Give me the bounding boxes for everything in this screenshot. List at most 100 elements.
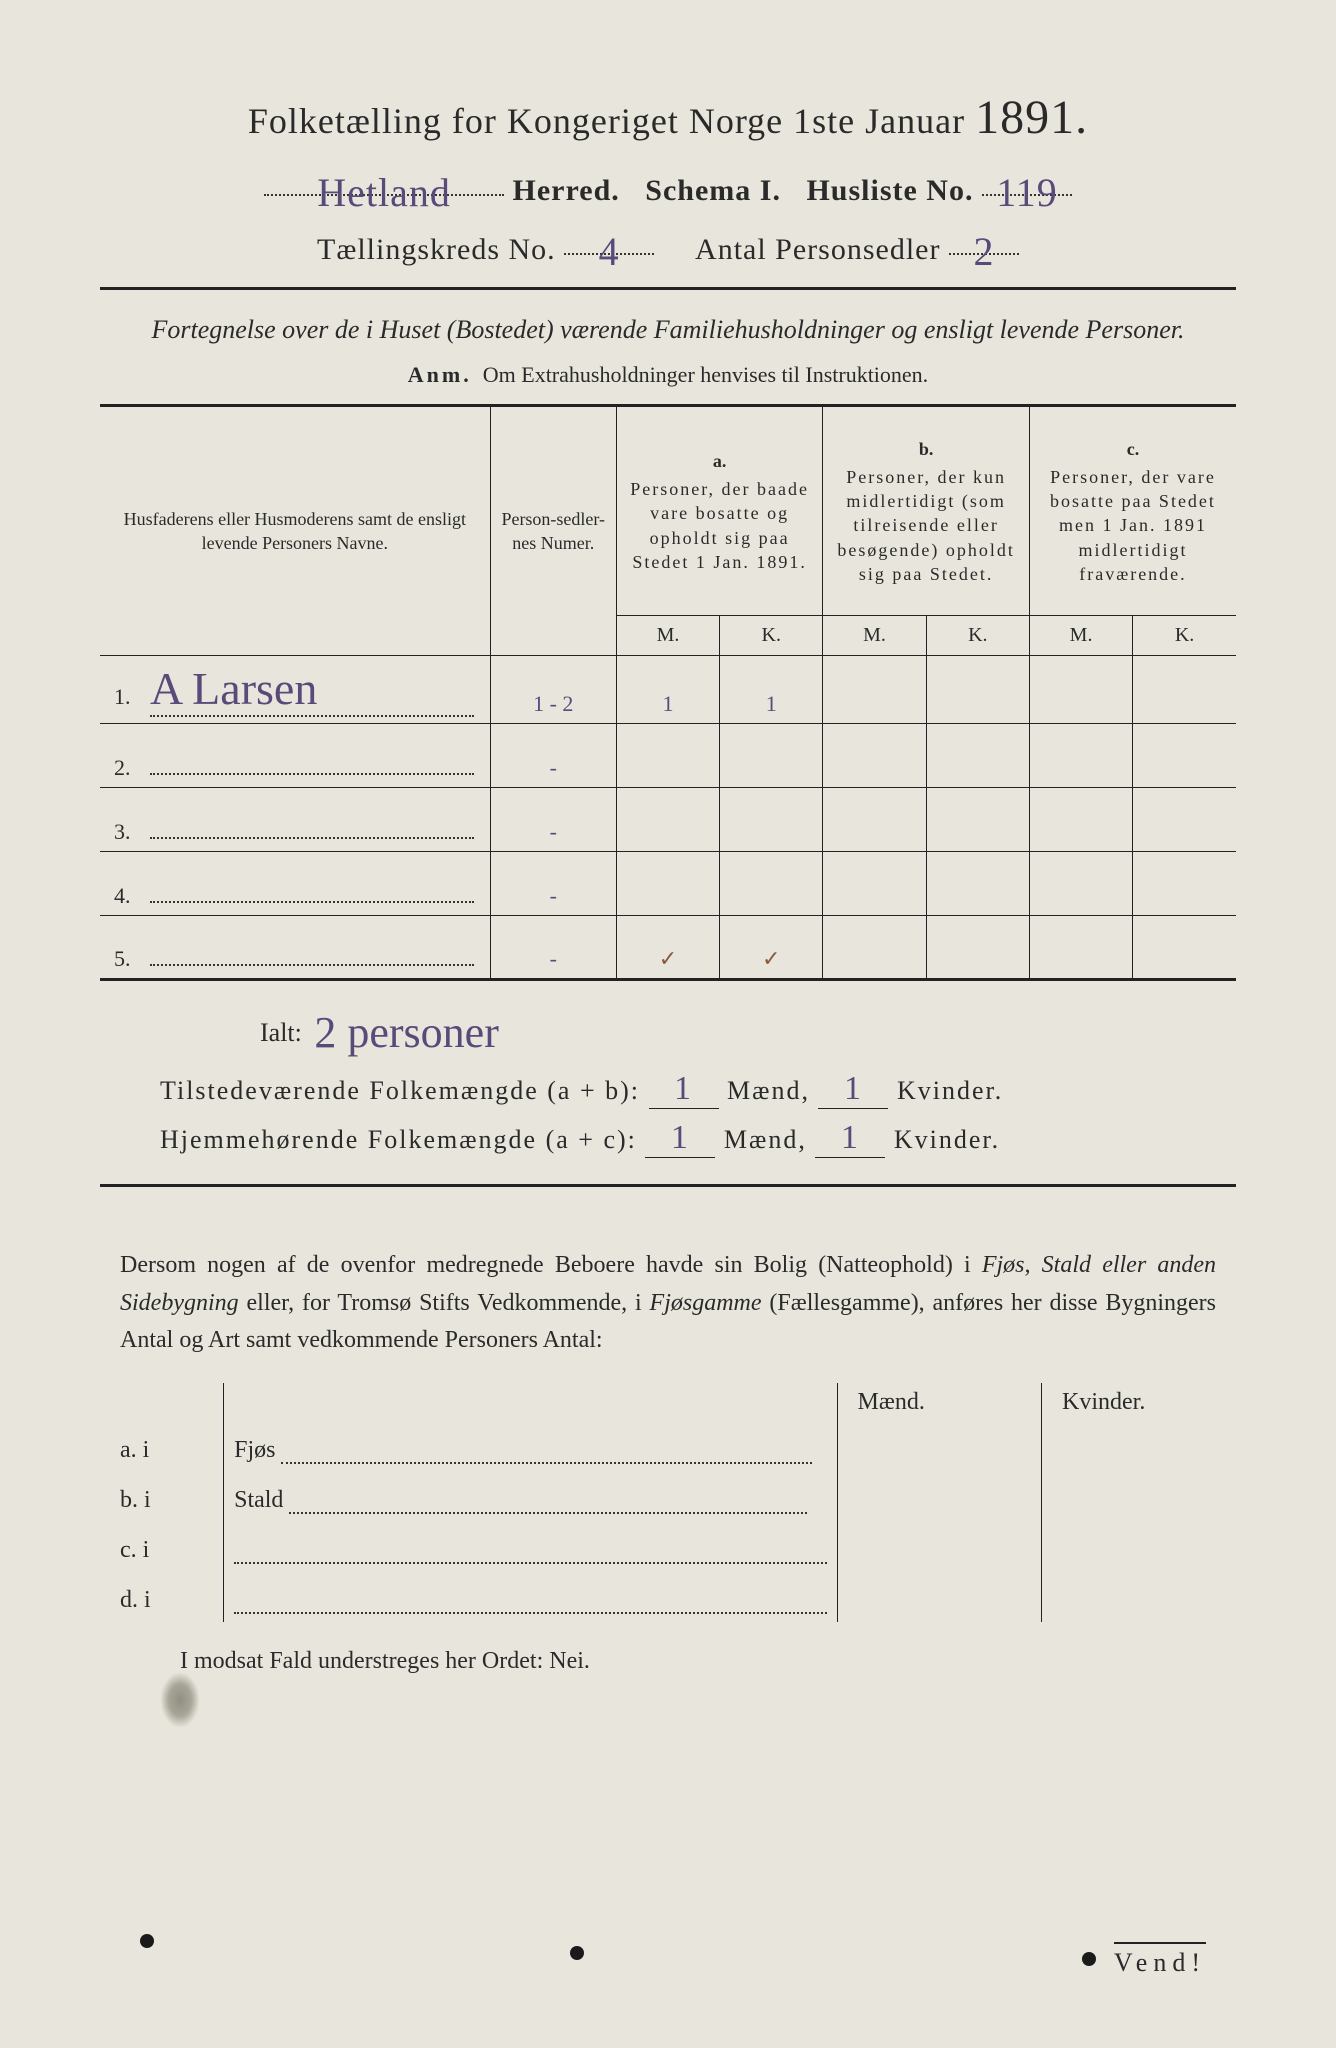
name-cell: 3. — [100, 788, 490, 852]
b-k-cell — [926, 724, 1029, 788]
b-k-cell — [926, 852, 1029, 916]
b-k-cell — [926, 788, 1029, 852]
sum1-m-label: Mænd, — [727, 1076, 810, 1105]
anm-label: Anm. — [408, 362, 472, 387]
sum2-k-label: Kvinder. — [894, 1125, 1000, 1154]
sum-home: Hjemmehørende Folkemængde (a + c): 1 Mæn… — [160, 1119, 1236, 1158]
outbuilding-row: c. i — [110, 1522, 1246, 1572]
ialt-label: Ialt: — [260, 1018, 302, 1047]
name-cell: 4. — [100, 852, 490, 916]
schema-label: Schema I. — [645, 174, 781, 207]
row-k — [1042, 1522, 1246, 1572]
ialt-value: 2 personer — [308, 1008, 505, 1057]
title-text: Folketælling for Kongeriget Norge 1ste J… — [248, 101, 975, 141]
smudge-icon — [160, 1672, 200, 1728]
a-k-cell: 1 — [720, 656, 823, 724]
col-name: Husfaderens eller Husmoderens samt de en… — [100, 406, 490, 656]
row-m — [837, 1522, 1041, 1572]
a-m-cell: ✓ — [616, 916, 719, 980]
intro-text: Fortegnelse over de i Huset (Bostedet) v… — [130, 312, 1206, 348]
outbuilding-table: Mænd. Kvinder. a. iFjøs b. iStald c. i d… — [110, 1383, 1246, 1622]
row-k — [1042, 1572, 1246, 1622]
b-k-cell — [926, 656, 1029, 724]
sum1-m: 1 — [649, 1070, 719, 1109]
kreds-value: 4 — [593, 229, 626, 274]
kreds-label: Tællingskreds No. — [317, 233, 556, 266]
bottom-m: Mænd. — [837, 1383, 1041, 1422]
row-key: b. i — [110, 1472, 224, 1522]
numer-cell: - — [490, 724, 616, 788]
col-b-m: M. — [823, 616, 926, 656]
census-table: Husfaderens eller Husmoderens samt de en… — [100, 404, 1236, 981]
a-k-cell — [720, 788, 823, 852]
b-m-cell — [823, 656, 926, 724]
table-row: 4.- — [100, 852, 1236, 916]
row-label: Fjøs — [224, 1422, 837, 1472]
bottom-k: Kvinder. — [1042, 1383, 1246, 1422]
row-m — [837, 1472, 1041, 1522]
divider — [100, 287, 1236, 290]
sum1-k: 1 — [818, 1070, 888, 1109]
b-m-cell — [823, 916, 926, 980]
col-c-m: M. — [1029, 616, 1132, 656]
a-m-cell — [616, 788, 719, 852]
c-m-cell — [1029, 852, 1132, 916]
herred-label: Herred. — [513, 174, 620, 207]
name-cell: 5. — [100, 916, 490, 980]
numer-cell: - — [490, 788, 616, 852]
nei-line: I modsat Fald understreges her Ordet: Ne… — [180, 1648, 1236, 1675]
title-year: 1891. — [975, 91, 1088, 144]
census-form: Folketælling for Kongeriget Norge 1ste J… — [100, 90, 1236, 1988]
sum2-label: Hjemmehørende Folkemængde (a + c): — [160, 1125, 637, 1154]
sum-present: Tilstedeværende Folkemængde (a + b): 1 M… — [160, 1070, 1236, 1109]
col-numer: Person-sedler-nes Numer. — [490, 406, 616, 656]
husliste-value: 119 — [990, 170, 1064, 215]
row-k — [1042, 1472, 1246, 1522]
row-label: Stald — [224, 1472, 837, 1522]
table-row: 5.-✓✓ — [100, 916, 1236, 980]
c-m-cell — [1029, 788, 1132, 852]
numer-cell: 1 - 2 — [490, 656, 616, 724]
sum2-k: 1 — [815, 1119, 885, 1158]
c-m-cell — [1029, 916, 1132, 980]
col-a: a. Personer, der baade vare bosatte og o… — [616, 406, 823, 616]
col-a-m: M. — [616, 616, 719, 656]
divider-2 — [100, 1184, 1236, 1187]
title-line: Folketælling for Kongeriget Norge 1ste J… — [100, 90, 1236, 145]
name-cell: 1.A Larsen — [100, 656, 490, 724]
husliste-label: Husliste No. — [806, 174, 973, 207]
row-key: a. i — [110, 1422, 224, 1472]
col-a-k: K. — [720, 616, 823, 656]
table-row: 2.- — [100, 724, 1236, 788]
c-k-cell — [1133, 724, 1236, 788]
numer-cell: - — [490, 852, 616, 916]
row-label — [224, 1572, 837, 1622]
header-line-2: Hetland Herred. Schema I. Husliste No. 1… — [100, 163, 1236, 208]
table-row: 3.- — [100, 788, 1236, 852]
ialt-line: Ialt: 2 personer — [260, 1001, 1236, 1052]
sum1-k-label: Kvinder. — [897, 1076, 1003, 1105]
a-m-cell: 1 — [616, 656, 719, 724]
row-label — [224, 1522, 837, 1572]
c-k-cell — [1133, 916, 1236, 980]
b-m-cell — [823, 852, 926, 916]
col-c-k: K. — [1133, 616, 1236, 656]
sum1-label: Tilstedeværende Folkemængde (a + b): — [160, 1076, 640, 1105]
name-cell: 2. — [100, 724, 490, 788]
row-key: c. i — [110, 1522, 224, 1572]
c-k-cell — [1133, 656, 1236, 724]
row-k — [1042, 1422, 1246, 1472]
table-row: 1.A Larsen1 - 211 — [100, 656, 1236, 724]
b-m-cell — [823, 724, 926, 788]
antal-value: 2 — [967, 229, 1000, 274]
sum2-m-label: Mænd, — [724, 1125, 807, 1154]
numer-cell: - — [490, 916, 616, 980]
sum2-m: 1 — [645, 1119, 715, 1158]
b-k-cell — [926, 916, 1029, 980]
c-m-cell — [1029, 724, 1132, 788]
row-key: d. i — [110, 1572, 224, 1622]
col-b-k: K. — [926, 616, 1029, 656]
a-k-cell — [720, 724, 823, 788]
a-m-cell — [616, 724, 719, 788]
c-k-cell — [1133, 852, 1236, 916]
